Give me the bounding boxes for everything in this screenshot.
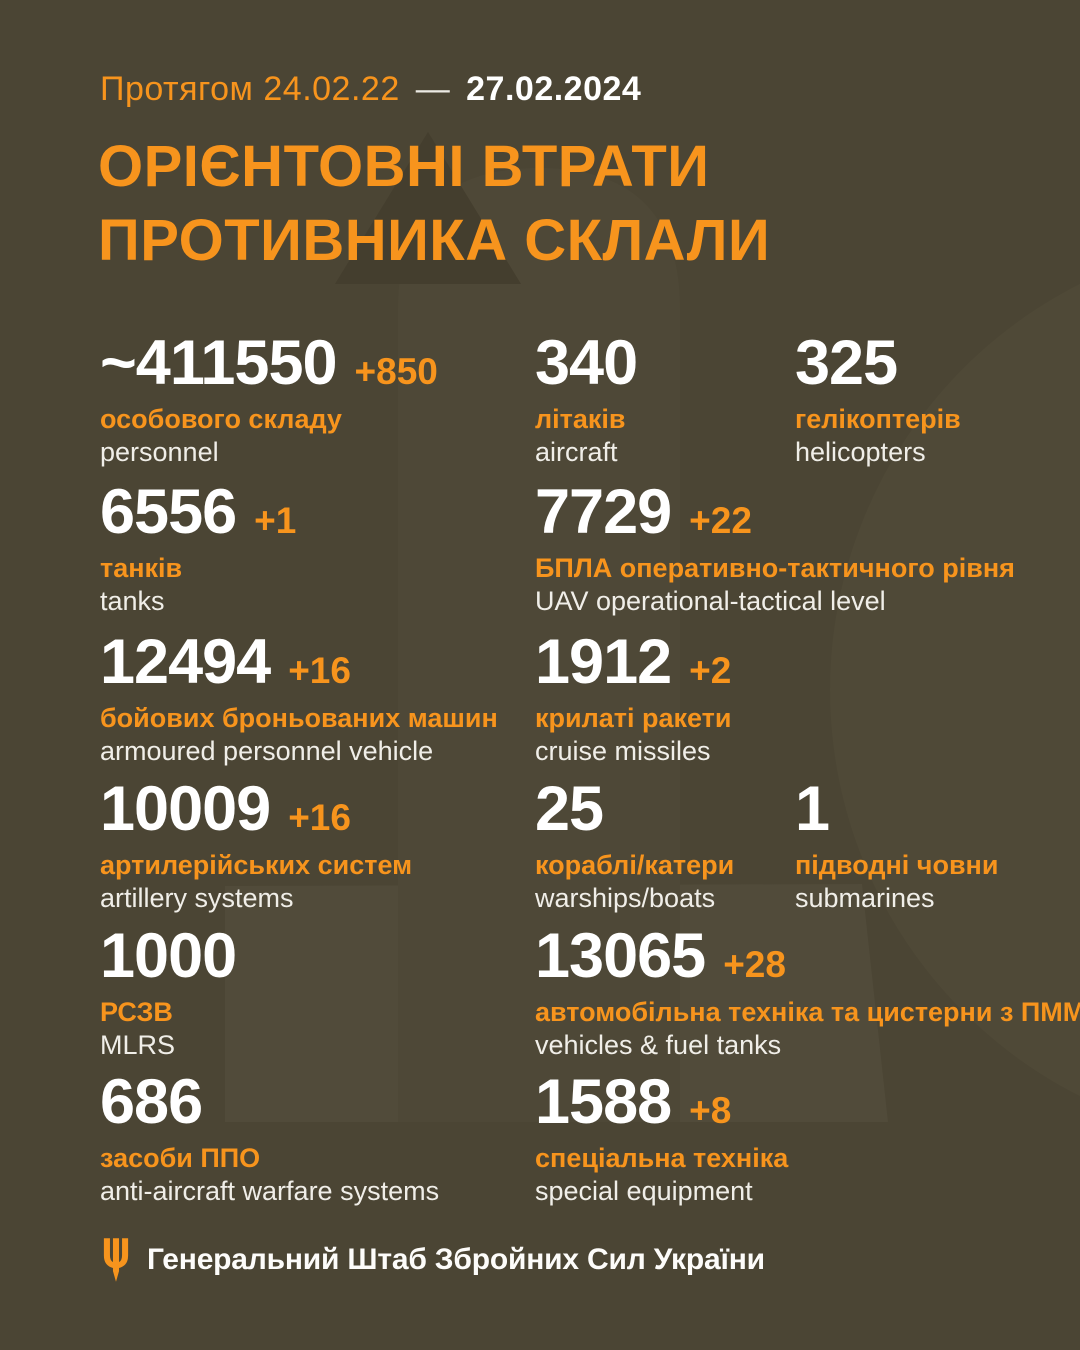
stat-value: 1588 [535,1067,672,1137]
stat-value: 325 [795,328,898,398]
stat-label-ua: особового складу [100,404,342,434]
stat-label-en: MLRS [100,1030,176,1060]
stat-label-en: helicopters [795,437,926,467]
stat-anti-aircraft: 686 засоби ППО anti-aircraft warfare sys… [100,1069,439,1207]
stat-delta: +850 [354,351,438,392]
stat-armoured-vehicles: 12494 +16 бойових броньованих машин armo… [100,629,498,767]
stat-value: 686 [100,1067,203,1137]
stat-label-ua: спеціальна техніка [535,1143,789,1173]
stat-label-ua: літаків [535,404,626,434]
page-title-line1: ОРІЄНТОВНІ ВТРАТИ [98,134,710,199]
stat-label-ua: підводні човни [795,850,999,880]
stat-label-ua: кораблі/катери [535,850,735,880]
stat-mlrs: 1000 РСЗВ MLRS [100,921,237,1061]
stat-label-en: special equipment [535,1176,753,1206]
stat-artillery: 10009 +16 артилерійських систем artiller… [100,776,412,914]
stat-label-en: warships/boats [535,883,716,913]
stat-label-ua: РСЗВ [100,997,173,1027]
stat-value: 12494 [100,627,271,697]
stat-value: 6556 [100,477,237,547]
stat-delta: +16 [288,650,351,691]
stat-aircraft: 340 літаків aircraft [535,328,638,468]
stat-submarines: 1 підводні човни submarines [795,776,998,914]
stat-delta: +22 [689,500,752,541]
stat-delta: +1 [254,500,297,541]
stat-label-en: anti-aircraft warfare systems [100,1176,440,1206]
stat-helicopters: 325 гелікоптерів helicopters [795,330,961,468]
stat-label-ua: автомобільна техніка та цистерни з ПММ [535,997,1080,1027]
footer-org-label: Генеральний Штаб Збройних Сил України [147,1243,765,1276]
stat-delta: +2 [689,650,732,691]
stat-value: 13065 [535,921,706,991]
stat-personnel: ~411550 +850 особового складу personnel [100,330,438,468]
stat-label-en: cruise missiles [535,736,711,766]
date-line: Протягом 24.02.22 — 27.02.2024 [100,70,641,109]
stat-special-equipment: 1588 +8 спеціальна техніка special equip… [535,1069,788,1207]
stat-value: 1000 [100,921,237,991]
stat-value: 25 [535,774,604,844]
stat-value: 7729 [535,477,672,547]
stat-value: 10009 [100,774,271,844]
stat-warships: 25 кораблі/катери warships/boats [535,776,734,914]
stat-label-en: vehicles & fuel tanks [535,1030,782,1060]
date-separator: — [415,70,451,108]
stat-value: ~411550 [100,328,338,398]
stat-label-en: personnel [100,437,219,467]
stat-label-ua: БПЛА оперативно-тактичного рівня [535,553,1015,583]
stat-label-en: submarines [795,883,935,913]
stat-value: 1 [795,774,830,844]
date-range-start: Протягом 24.02.22 [100,70,400,108]
stat-delta: +16 [288,797,351,838]
stat-label-en: artillery systems [100,883,294,913]
date-range-end: 27.02.2024 [466,70,642,108]
stat-tanks: 6556 +1 танків tanks [100,479,296,617]
stat-vehicles-fuel: 13065 +28 автомобільна техніка та цистер… [535,923,1080,1061]
stat-label-ua: бойових броньованих машин [100,703,498,733]
stat-value: 340 [535,328,638,398]
stat-label-ua: танків [100,553,183,583]
stat-label-ua: артилерійських систем [100,850,413,880]
stat-label-en: aircraft [535,437,618,467]
page-title: ОРІЄНТОВНІ ВТРАТИ ПРОТИВНИКА СКЛАЛИ [98,130,770,278]
trident-icon [103,1238,129,1282]
stat-value: 1912 [535,627,672,697]
stat-label-ua: гелікоптерів [795,404,961,434]
stat-label-ua: засоби ППО [100,1143,261,1173]
stat-label-ua: крилаті ракети [535,703,732,733]
stat-label-en: tanks [100,586,165,616]
stat-delta: +8 [689,1090,732,1131]
footer: Генеральний Штаб Збройних Сил України [100,1237,765,1283]
page-title-line2: ПРОТИВНИКА СКЛАЛИ [98,208,771,273]
stat-cruise-missiles: 1912 +2 крилаті ракети cruise missiles [535,629,732,767]
stat-label-en: armoured personnel vehicle [100,736,434,766]
stat-label-en: UAV operational-tactical level [535,586,886,616]
stat-uav: 7729 +22 БПЛА оперативно-тактичного рівн… [535,479,1015,617]
stat-delta: +28 [723,944,786,985]
